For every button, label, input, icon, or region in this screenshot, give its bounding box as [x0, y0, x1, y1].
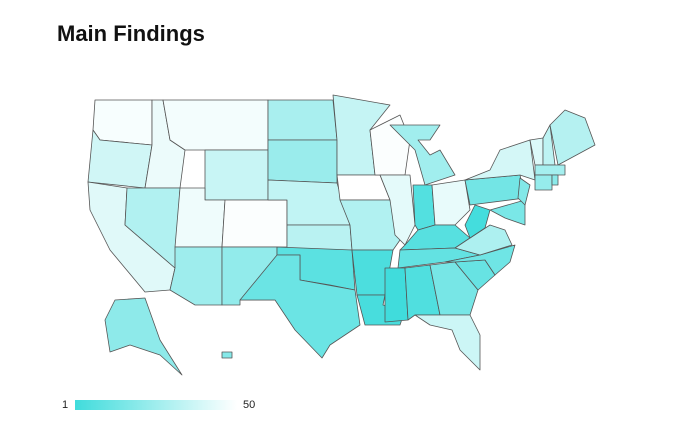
region — [92, 99, 153, 146]
region — [464, 139, 536, 181]
region — [221, 351, 233, 359]
region — [104, 297, 183, 376]
map — [87, 94, 596, 376]
region — [489, 199, 526, 226]
region — [412, 184, 436, 231]
region — [369, 114, 411, 176]
region — [204, 149, 269, 201]
region — [389, 124, 456, 186]
region — [414, 314, 481, 371]
region — [239, 254, 361, 359]
region — [286, 224, 353, 251]
region — [534, 164, 566, 176]
region — [267, 99, 338, 141]
region — [221, 199, 288, 248]
region — [429, 261, 479, 316]
region — [464, 204, 491, 239]
region — [551, 174, 559, 186]
region — [549, 109, 596, 166]
chart-title: Main Findings — [57, 21, 205, 46]
region — [267, 139, 338, 184]
region — [517, 177, 531, 206]
legend-min: 1 — [62, 399, 68, 411]
region — [169, 246, 223, 306]
legend-gradient — [75, 400, 237, 410]
region — [431, 179, 471, 226]
legend-max: 50 — [243, 399, 255, 411]
region — [384, 267, 409, 323]
region — [534, 174, 553, 191]
region — [162, 99, 269, 151]
